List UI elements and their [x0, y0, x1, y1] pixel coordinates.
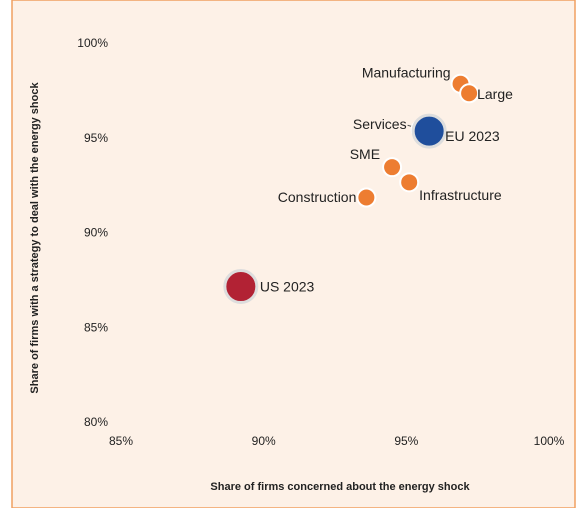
point	[223, 269, 259, 305]
frame	[11, 0, 576, 508]
point	[411, 113, 447, 149]
x-tick-label: 90%	[252, 434, 276, 448]
x-tick-label: 85%	[109, 434, 133, 448]
point-label: US 2023	[260, 278, 315, 294]
point-label: Manufacturing	[362, 64, 451, 80]
y-tick-label: 100%	[77, 36, 108, 50]
point-label: Services	[353, 116, 407, 132]
y-axis-label: Share of firms with a strategy to deal w…	[29, 82, 41, 394]
point-label: SME	[350, 146, 380, 162]
point-label: EU 2023	[445, 128, 500, 144]
point-label: Large	[477, 86, 513, 102]
y-tick-label: 85%	[84, 320, 108, 334]
x-axis-label: Share of firms concerned about the energ…	[210, 481, 470, 493]
x-tick-label: 95%	[394, 434, 418, 448]
point-label: Infrastructure	[419, 187, 502, 203]
y-tick-label: 80%	[84, 415, 108, 429]
x-tick-label: 100%	[534, 434, 565, 448]
y-tick-label: 95%	[84, 131, 108, 145]
point	[356, 187, 377, 208]
point	[459, 83, 480, 104]
y-tick-label: 90%	[84, 226, 108, 240]
point	[399, 172, 420, 193]
point	[382, 157, 403, 178]
point-label: Construction	[278, 189, 357, 205]
